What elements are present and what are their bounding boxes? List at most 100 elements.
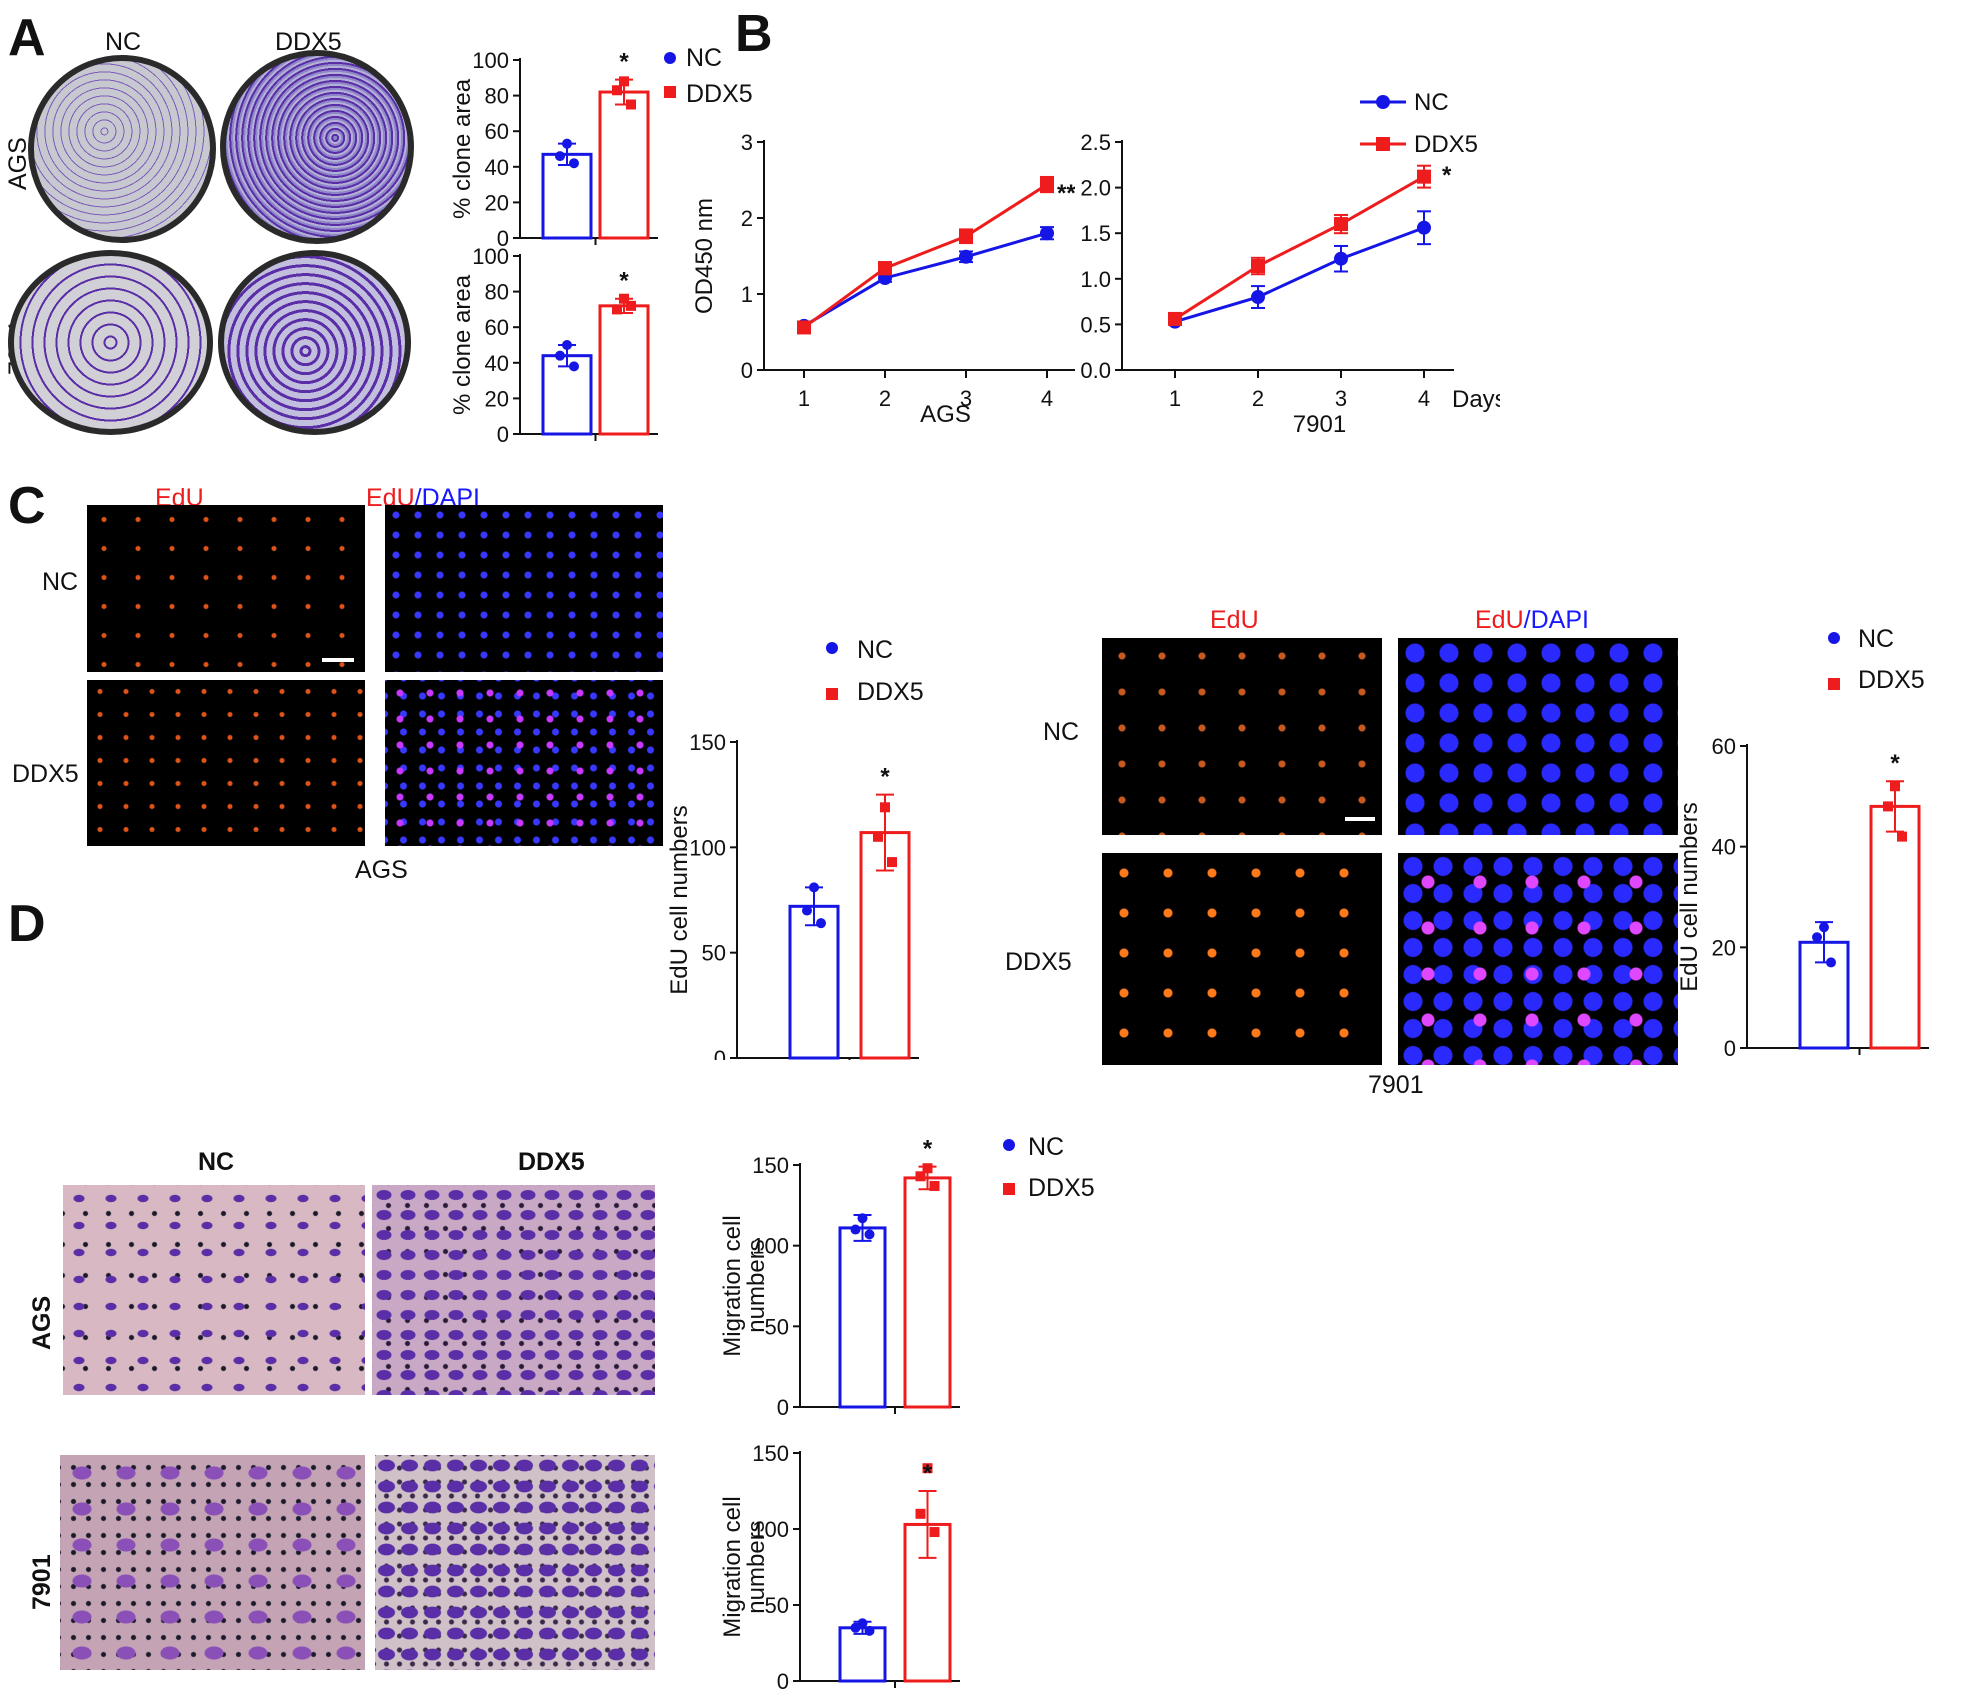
significance-marker: * [619,268,629,295]
migration-image-7901-ddx5 [375,1455,655,1670]
migration-image-ags-ddx5 [372,1185,655,1395]
colony-dish-ags-ddx5 [220,50,414,244]
data-point-ddx5 [878,261,892,276]
x-tick-label: 2 [1252,386,1264,411]
data-point-ddx5 [1168,311,1182,326]
y-axis-label: % clone area [449,274,476,415]
c-7901-col-edu-dapi: EdU/DAPI [1475,608,1589,633]
y-tick-label: 0 [777,1669,789,1694]
y-tick-label: 50 [765,1314,789,1339]
bar-nc [541,354,593,436]
c-ags-legend [826,642,838,700]
legend-marker-nc [1376,95,1390,109]
y-tick-label: 150 [689,730,726,755]
y-tick-label: 40 [1712,835,1736,860]
d-legend-nc: NC [1028,1133,1065,1161]
bar-ddx5 [903,1176,952,1409]
data-point-nc [555,350,565,361]
chart-c-ags: 0 50 100 150 EdU cell numbers * [666,730,919,1060]
y-tick-label: 100 [472,48,509,73]
chart-a-7901: 0 20 40 60 80 100 % clone area * [449,244,658,447]
y-axis-label: OD450 nm [691,198,718,314]
edu-dapi-image-7901-ddx5 [1398,853,1678,1065]
bar-ddx5 [598,90,650,240]
y-axis-label-line: numbers [743,1520,770,1613]
x-axis-label: 7901 [1293,411,1346,438]
chart-b-7901: 0.0 0.5 1.0 1.5 2.0 2.5 1 2 3 4 7901 Days * NC DDX5 [1080,89,1500,438]
y-axis-label-line: Migration cell [719,1496,746,1637]
x-tick-label: 4 [1041,386,1053,411]
data-point-ddx5 [959,229,973,244]
data-point-ddx5 [922,1463,933,1474]
edu-image-7901-ddx5 [1102,853,1382,1065]
scale-bar [1345,817,1375,821]
bar-nc [838,1226,887,1409]
data-point-ddx5 [1883,801,1893,812]
y-axis-label: Migration cellnumbers [719,1496,770,1637]
c-7901-col-slash: / [1523,606,1531,634]
y-tick-label: 20 [1712,935,1736,960]
y-tick-label: 20 [485,190,509,215]
c-ags-row-ddx5: DDX5 [12,760,79,788]
legend-nc-marker [826,642,838,654]
edu-dapi-image-ags-nc [385,505,663,672]
legend-ddx5-marker [664,86,676,98]
migration-image-7901-nc [60,1455,365,1670]
c-ags-legend-ddx5: DDX5 [857,678,924,706]
data-point-nc [1334,251,1348,266]
d-row-label-ags: AGS [28,1295,56,1350]
scale-bar [322,658,354,662]
data-point-ddx5 [1890,781,1900,792]
colony-dish-7901-nc [8,250,213,435]
data-point-nc [857,1213,868,1224]
x-tick-label: 3 [960,386,972,411]
data-point-ddx5 [1251,259,1265,274]
data-point-ddx5 [1334,217,1348,232]
significance-marker: * [1442,162,1452,189]
data-point-nc [809,882,819,893]
c-7901-legend-nc: NC [1858,625,1895,653]
data-point-nc [816,918,826,929]
panel-letter-b: B [735,5,773,63]
x-axis-label: AGS [920,401,971,428]
data-point-ddx5 [915,1171,926,1182]
y-tick-label: 0.5 [1080,312,1111,337]
y-tick-label: 100 [752,1517,789,1542]
data-point-ddx5 [626,99,636,110]
c-ags-legend-nc: NC [857,636,894,664]
y-tick-label: 150 [752,1441,789,1466]
bar-nc [788,904,840,1060]
data-point-nc [959,249,973,264]
chart-a-ags: 0 20 40 60 80 100 % clone area * [449,48,658,251]
data-point-nc [864,1625,875,1636]
significance-marker: * [880,764,890,791]
y-tick-label: 60 [485,119,509,144]
y-tick-label: 80 [485,280,509,305]
c-7901-caption: 7901 [1368,1071,1424,1099]
legend-nc-marker [1828,632,1840,644]
edu-image-7901-nc [1102,638,1382,835]
y-axis-label: Migration cellnumbers [719,1215,770,1356]
data-point-nc [1812,932,1822,943]
data-point-ddx5 [880,802,890,813]
significance-marker: ** [1057,180,1075,207]
y-tick-label: 80 [485,84,509,109]
data-point-nc [850,1622,861,1633]
y-axis-label: EdU cell numbers [666,805,693,994]
data-point-nc [1417,220,1431,235]
y-tick-label: 50 [702,941,726,966]
significance-marker: * [619,49,629,76]
edu-image-ags-ddx5 [87,680,365,846]
y-axis-label-line: Migration cell [719,1215,746,1356]
data-point-nc [569,361,579,372]
colony-dish-ags-nc [28,55,216,243]
c-7901-row-ddx5: DDX5 [1005,948,1072,976]
legend-ddx5-marker [826,688,838,700]
data-point-ddx5 [929,1527,940,1538]
y-tick-label: 0 [497,422,509,447]
data-point-ddx5 [619,76,629,87]
x-tick-label: 1 [1169,386,1181,411]
panel-letter-c: C [8,477,46,535]
x-unit-label: Days [1452,386,1500,413]
x-tick-label: 3 [1335,386,1347,411]
